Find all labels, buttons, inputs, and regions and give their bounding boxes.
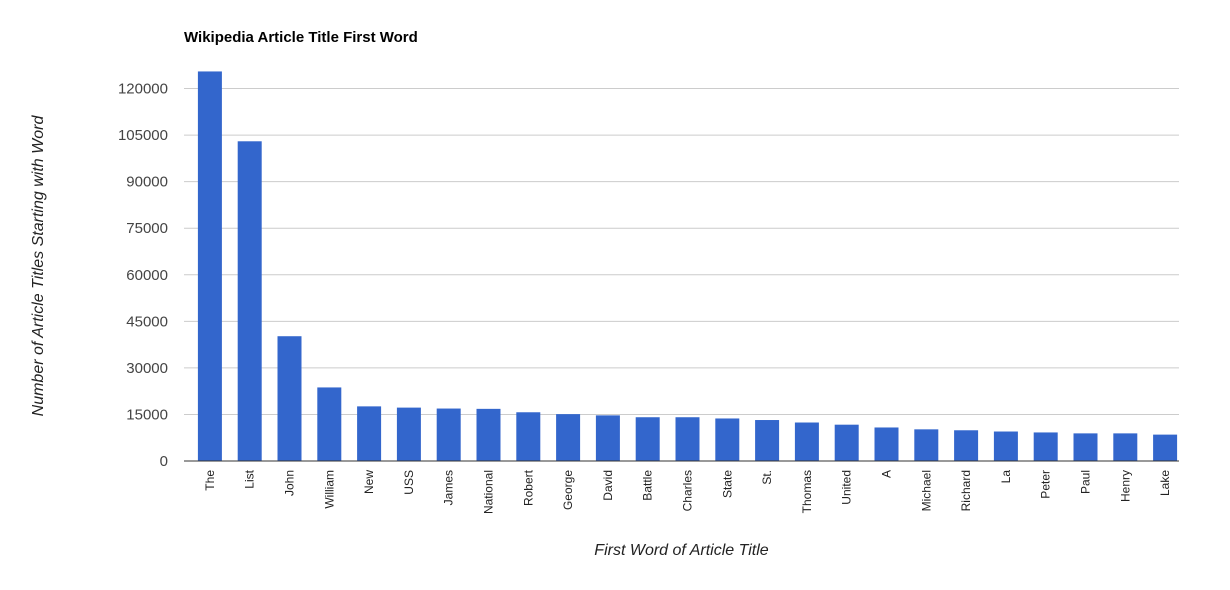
bar-la[interactable] xyxy=(993,431,1018,461)
bar-st[interactable] xyxy=(755,420,780,461)
bar-henry[interactable] xyxy=(1113,433,1138,461)
x-tick-label: Robert xyxy=(521,469,535,506)
bar-thomas[interactable] xyxy=(794,422,819,461)
bar-battle[interactable] xyxy=(635,417,660,461)
bar-david[interactable] xyxy=(595,415,620,461)
x-tick-label: John xyxy=(283,470,297,496)
bar-the[interactable] xyxy=(197,71,222,461)
bar-national[interactable] xyxy=(476,408,501,461)
bar-new[interactable] xyxy=(357,406,382,461)
y-axis-title: Number of Article Titles Starting with W… xyxy=(30,115,47,417)
x-tick-label: Battle xyxy=(641,470,655,501)
x-tick-label: Lake xyxy=(1158,470,1172,496)
x-tick-label: Michael xyxy=(919,470,933,511)
bar-peter[interactable] xyxy=(1033,432,1058,461)
x-axis-ticks: The List John William New USS James National Rob… xyxy=(203,469,1172,514)
x-tick-label: La xyxy=(999,470,1013,484)
gridlines xyxy=(184,88,1179,415)
x-axis-title: First Word of Article Title xyxy=(594,542,769,559)
x-tick-label: The xyxy=(203,470,217,491)
bar-uss[interactable] xyxy=(396,407,421,461)
bar-list[interactable] xyxy=(237,141,262,461)
bar-paul[interactable] xyxy=(1073,433,1098,461)
x-tick-label: List xyxy=(243,469,257,488)
bar-robert[interactable] xyxy=(516,412,541,461)
bars xyxy=(197,71,1178,461)
bar-james[interactable] xyxy=(436,408,461,461)
y-tick-label: 120000 xyxy=(118,81,168,98)
bar-united[interactable] xyxy=(834,424,859,461)
y-tick-label: 30000 xyxy=(126,360,168,377)
y-tick-label: 45000 xyxy=(126,313,168,330)
bar-william[interactable] xyxy=(317,387,342,461)
x-tick-label: James xyxy=(442,470,456,505)
bar-a[interactable] xyxy=(874,427,899,461)
bar-richard[interactable] xyxy=(954,430,979,461)
x-tick-label: USS xyxy=(402,470,416,495)
x-tick-label: National xyxy=(482,470,496,514)
x-tick-label: George xyxy=(561,470,575,510)
chart-title: Wikipedia Article Title First Word xyxy=(184,29,418,46)
bar-michael[interactable] xyxy=(914,429,939,461)
x-tick-label: Henry xyxy=(1118,470,1132,502)
x-tick-label: William xyxy=(322,470,336,509)
y-axis-ticks: 0 15000 30000 45000 60000 75000 90000 105000 120… xyxy=(118,81,168,470)
x-tick-label: Thomas xyxy=(800,470,814,513)
y-tick-label: 75000 xyxy=(126,220,168,237)
x-tick-label: Paul xyxy=(1079,470,1093,494)
bar-state[interactable] xyxy=(715,418,740,461)
y-tick-label: 90000 xyxy=(126,174,168,191)
x-tick-label: St. xyxy=(760,470,774,485)
x-tick-label: Charles xyxy=(681,470,695,511)
x-tick-label: New xyxy=(362,470,376,494)
x-tick-label: United xyxy=(840,470,854,505)
x-tick-label: State xyxy=(720,470,734,498)
y-tick-label: 105000 xyxy=(118,127,168,144)
y-tick-label: 60000 xyxy=(126,267,168,284)
bar-charles[interactable] xyxy=(675,417,700,461)
x-tick-label: Peter xyxy=(1039,470,1053,499)
x-tick-label: Richard xyxy=(959,470,973,511)
y-tick-label: 15000 xyxy=(126,406,168,423)
x-tick-label: David xyxy=(601,470,615,501)
y-tick-label: 0 xyxy=(160,453,168,470)
bar-lake[interactable] xyxy=(1153,434,1178,461)
x-tick-label: A xyxy=(880,470,894,478)
bar-george[interactable] xyxy=(556,414,581,461)
bar-john[interactable] xyxy=(277,336,302,461)
